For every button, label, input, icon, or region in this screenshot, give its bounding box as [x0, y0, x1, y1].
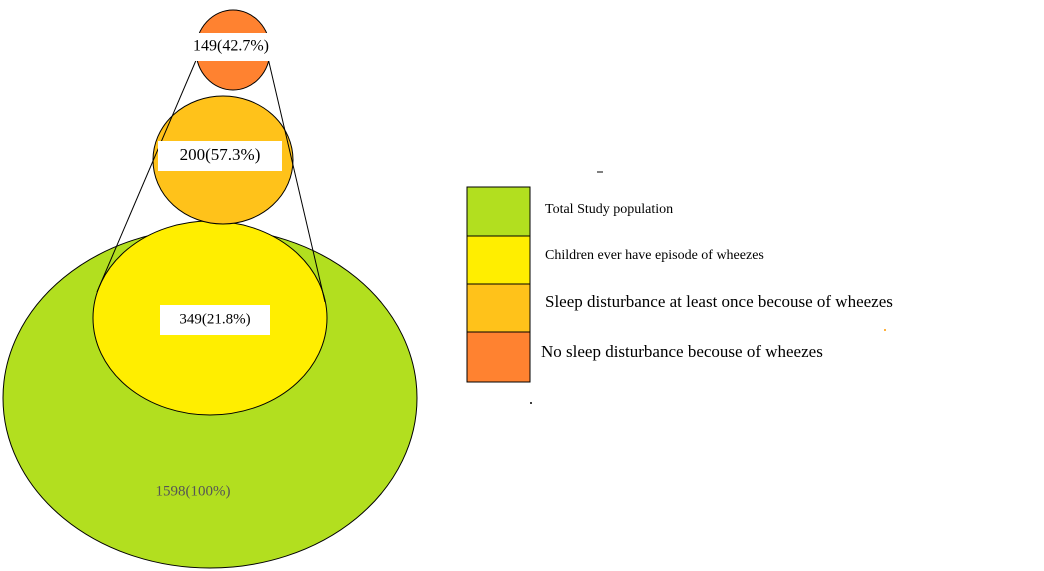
label-bg: [160, 305, 270, 335]
speck: [530, 402, 532, 404]
circle-label: 149(42.7%): [193, 38, 269, 55]
legend-label: No sleep disturbance becouse of wheezes: [541, 342, 823, 361]
label-bg: [158, 141, 282, 171]
legend-swatch: [466, 331, 531, 383]
connector: [267, 57, 326, 303]
legend-label: Total Study population: [545, 202, 673, 217]
connector: [96, 57, 198, 293]
legend-label: Sleep disturbance at least once becouse …: [545, 292, 893, 311]
label-bg: [170, 33, 292, 61]
circle-label: 200(57.3%): [180, 145, 261, 164]
circle-label: 1598(100%): [156, 483, 231, 499]
legend-swatch: [466, 235, 531, 285]
legend-swatch: [466, 186, 531, 237]
legend-swatch: [466, 283, 531, 333]
circle-label: 349(21.8%): [179, 311, 250, 327]
legend-label: Children ever have episode of wheezes: [545, 248, 764, 263]
speck: [884, 329, 886, 331]
